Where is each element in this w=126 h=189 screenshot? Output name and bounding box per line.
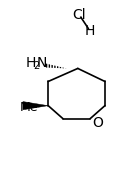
Text: N: N (37, 56, 48, 70)
Polygon shape (49, 64, 50, 68)
Polygon shape (57, 66, 58, 68)
Polygon shape (62, 67, 64, 68)
Text: H: H (85, 24, 95, 38)
Text: O: O (93, 116, 104, 130)
Polygon shape (51, 65, 53, 68)
Polygon shape (23, 101, 48, 110)
Text: 2: 2 (33, 61, 40, 71)
Polygon shape (54, 66, 56, 68)
Polygon shape (46, 64, 47, 68)
Text: H: H (25, 56, 36, 70)
Polygon shape (60, 67, 61, 68)
Text: Me: Me (19, 101, 38, 114)
Text: Cl: Cl (72, 8, 86, 22)
